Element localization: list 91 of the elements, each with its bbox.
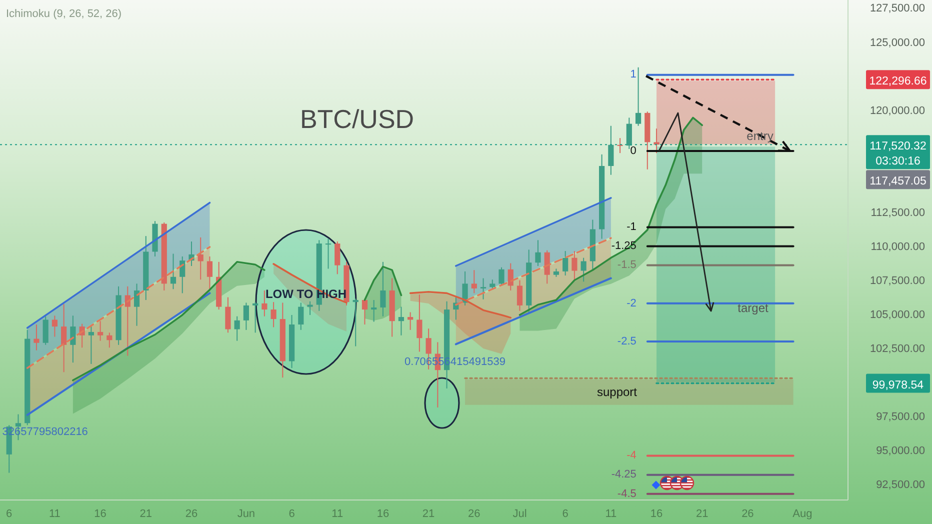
candlestick [654, 128, 660, 154]
candlestick [252, 302, 258, 334]
candlestick [225, 296, 231, 334]
candlestick [34, 324, 40, 351]
y-tick-label: 92,500.00 [876, 478, 925, 491]
x-tick-label: 21 [140, 508, 152, 520]
y-tick-label: 112,500.00 [870, 206, 925, 219]
candlestick [617, 138, 623, 154]
y-tick-label: 107,500.00 [870, 274, 925, 287]
series-label: -2.5 [617, 335, 636, 348]
candlestick [398, 306, 404, 336]
candlestick [608, 125, 614, 176]
candlestick [572, 250, 578, 282]
candlestick [562, 250, 568, 276]
series-label: -4 [626, 450, 636, 462]
candlestick [371, 300, 377, 322]
series-label: 1 [630, 68, 636, 81]
x-tick-label: 26 [185, 508, 198, 520]
candlestick [352, 298, 358, 347]
y-tick-label: 102,500.00 [870, 342, 925, 355]
text: 122,296.66 [869, 76, 927, 88]
candlestick [307, 300, 313, 316]
candlestick [480, 278, 486, 300]
series-label: 0 [630, 144, 636, 157]
candlestick [262, 290, 268, 317]
x-tick-label: 11 [605, 508, 617, 520]
x-tick-label: Jun [237, 508, 256, 520]
x-tick-label: 26 [468, 508, 480, 520]
x-tick-label: 21 [696, 508, 708, 520]
annotation: target [738, 301, 770, 316]
series-label: -2 [626, 297, 636, 310]
candlestick [234, 316, 240, 342]
ref-line-label: 117,520.32 03:30:16 [870, 140, 926, 168]
candlestick [416, 294, 422, 352]
y-tick-label: 105,000.00 [870, 308, 925, 321]
text: 117,457.05 [870, 176, 926, 188]
x-tick-label: 11 [49, 508, 60, 520]
candlestick [106, 332, 112, 348]
candlestick [516, 280, 523, 312]
candlestick [270, 302, 276, 328]
x-tick-label: 16 [376, 508, 390, 520]
candlestick [471, 270, 477, 294]
text: BTC/USD [300, 104, 414, 134]
annotation: support [596, 385, 638, 400]
candlestick [70, 315, 76, 364]
candlestick [334, 240, 340, 275]
candlestick [52, 315, 58, 338]
candlestick [362, 298, 368, 325]
x-tick-label: Aug [792, 508, 812, 520]
candlestick [170, 253, 176, 290]
candlestick [490, 279, 496, 290]
candlestick [198, 236, 204, 280]
candlestick [580, 257, 586, 282]
x-tick-label: 6 [562, 508, 568, 520]
candlestick [42, 316, 48, 346]
series-label: -4.5 [617, 488, 636, 500]
candlestick [380, 261, 386, 317]
y-tick-label: 110,000.00 [870, 240, 925, 253]
candlestick [325, 238, 332, 270]
candlestick [535, 240, 541, 266]
y-tick-label: 127,500.00 [870, 2, 925, 15]
candlestick [408, 312, 414, 330]
x-tick-label: 11 [332, 508, 344, 520]
candlestick [626, 117, 632, 150]
series-label: -1 [626, 221, 636, 234]
y-tick-label: 97,500.00 [876, 410, 925, 423]
x-tick-label: 6 [288, 508, 295, 520]
y-tick-label: 120,000.00 [870, 104, 925, 117]
candlestick [243, 302, 249, 330]
annotation: Ichimoku (9, 26, 52, 26) [6, 8, 122, 20]
y-tick-label: 95,000.00 [876, 444, 925, 457]
candlestick [134, 283, 140, 326]
candlestick [180, 256, 186, 294]
candlestick [98, 320, 104, 342]
series-label: -1.5 [617, 259, 636, 272]
candlestick [298, 302, 304, 330]
x-tick-label: 21 [422, 508, 435, 520]
candlestick [61, 304, 67, 373]
x-tick-label: 16 [94, 508, 106, 520]
candlestick [206, 256, 213, 291]
series-label: -4.25 [611, 468, 636, 481]
x-tick-label: Jul [512, 508, 527, 520]
text: 99,978.54 [872, 379, 924, 392]
candlestick [635, 66, 642, 126]
y-tick-label: 125,000.00 [870, 36, 925, 49]
candlestick [498, 266, 504, 286]
candlestick [88, 325, 94, 364]
candlestick [544, 250, 550, 284]
x-tick-label: 26 [742, 508, 754, 520]
x-tick-label: 6 [6, 508, 12, 520]
x-tick-label: 16 [650, 508, 663, 520]
